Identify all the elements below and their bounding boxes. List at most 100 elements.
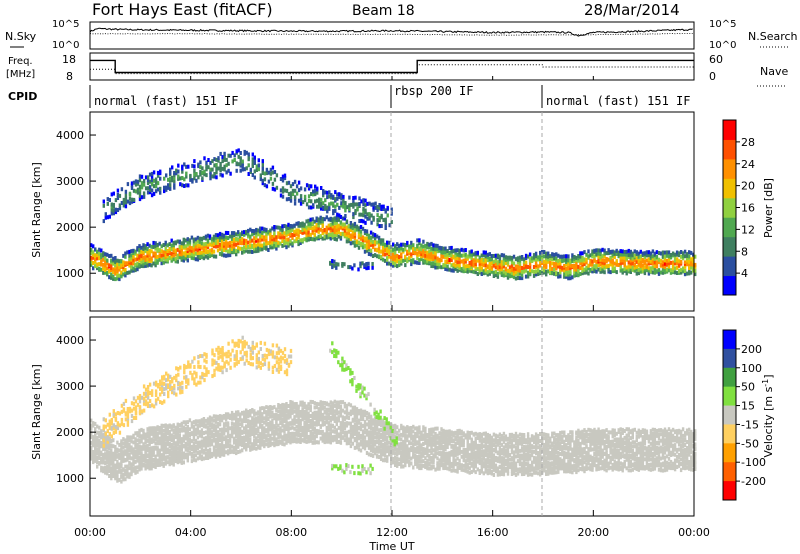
power-cell [192,248,196,252]
velocity-cell [247,421,250,426]
power-cell [613,250,616,255]
power-cell [257,163,260,168]
velocity-cell [335,434,338,439]
velocity-cell [230,434,234,439]
velocity-cell [277,423,280,428]
power-cell [370,213,373,218]
power-cell [156,181,160,186]
velocity-cell [150,431,153,436]
velocity-cell [216,448,220,452]
power-cell [176,247,179,252]
power-cell [130,265,133,270]
velocity-cell [116,459,119,464]
power-cell [468,252,471,257]
velocity-cell [281,423,284,428]
velocity-cell [371,426,375,431]
velocity-cell [279,420,282,425]
power-cell [259,173,262,178]
velocity-cell [367,422,371,427]
power-cell [166,243,169,248]
velocity-cell [377,449,381,453]
power-cell [681,266,685,271]
power-cell [326,195,329,200]
power-cell [629,255,632,260]
power-cell [218,234,222,239]
velocity-cell [164,455,167,460]
power-cell [661,268,665,273]
velocity-cell [400,453,403,458]
velocity-cell [375,423,379,428]
velocity-cell [92,437,95,442]
power-cell [342,194,345,199]
power-cell [146,190,150,195]
power-cell [261,170,264,175]
power-cell [498,256,502,261]
power-cell [641,263,645,268]
power-cell [641,251,645,256]
power-cell [559,267,562,272]
power-cell [635,271,638,276]
velocity-cell [367,437,371,442]
power-cell [299,201,303,206]
power-cell [106,252,109,257]
velocity-cell [420,459,423,464]
velocity-cell [313,413,316,418]
power-cell [615,270,618,275]
velocity-cell [186,424,189,429]
velocity-cell [329,440,332,445]
power-cell [621,260,624,265]
velocity-cell [428,428,431,433]
power-cell [106,271,109,275]
power-cell [212,249,216,254]
power-cell [297,221,300,226]
power-cell [362,206,365,211]
velocity-cell [196,426,200,431]
power-cell [388,245,391,250]
power-cell [575,264,578,269]
velocity-cell [341,421,345,425]
velocity-cell [267,417,270,421]
power-cell [366,212,369,217]
velocity-cell [287,434,290,439]
power-cell [289,191,293,196]
velocity-cell [291,421,294,426]
power-cell [176,239,179,244]
velocity-cell [245,412,248,417]
power-cell [142,261,145,266]
power-cell [319,215,322,220]
velocity-cell [359,448,363,453]
velocity-cell [216,416,220,421]
power-cell [543,254,546,259]
power-cell [200,253,204,258]
power-cell [464,257,467,262]
power-cell [317,229,320,234]
power-cell [422,239,425,244]
power-cell [328,202,331,207]
power-cell [263,235,266,240]
power-cell [575,271,578,276]
power-cell [154,244,157,249]
power-cell [199,169,202,174]
velocity-cell [339,431,343,436]
power-cell [326,190,329,195]
power-cell [367,247,371,252]
power-cell [406,240,409,245]
velocity-cell [311,415,314,420]
power-cell [613,261,616,266]
power-cell [480,272,483,276]
power-cell [498,259,502,264]
power-cell [360,212,363,217]
power-cell [482,257,485,262]
power-cell [690,262,693,267]
power-cell [261,243,264,248]
power-cell [291,241,294,246]
power-cell [329,260,332,265]
velocity-cell [214,454,218,459]
power-cell [241,237,244,242]
velocity-cell [104,460,107,465]
velocity-cell [120,439,123,444]
velocity-cell [418,435,421,440]
velocity-cell [96,457,99,462]
power-cell [530,256,534,261]
power-cell [315,223,318,227]
